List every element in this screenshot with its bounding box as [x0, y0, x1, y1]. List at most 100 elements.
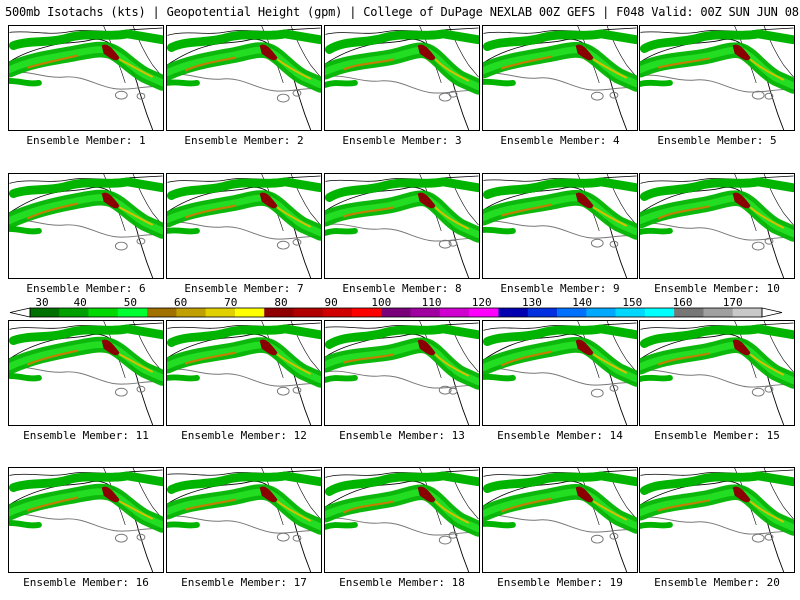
ensemble-member-label: Ensemble Member: 3 [342, 134, 462, 147]
ensemble-member-label: Ensemble Member: 1 [26, 134, 146, 147]
member-map-graphic [9, 468, 163, 572]
ensemble-member-label: Ensemble Member: 11 [23, 429, 149, 442]
member-map-graphic [167, 174, 321, 278]
member-map-graphic [167, 468, 321, 572]
colorbar-swatch [117, 308, 148, 317]
ensemble-member-label: Ensemble Member: 16 [23, 576, 149, 589]
ensemble-member-map[interactable] [324, 25, 480, 131]
colorbar-tick-label: 80 [274, 296, 287, 309]
ensemble-member-label: Ensemble Member: 5 [657, 134, 777, 147]
colorbar-swatch [644, 308, 675, 317]
ensemble-member-label: Ensemble Member: 8 [342, 282, 462, 295]
ensemble-member-map[interactable] [639, 320, 795, 426]
ensemble-member-map[interactable] [639, 173, 795, 279]
isotach-colorbar: 30 40 50 60 70 80 90 100 110 120 130 140 150 160 170 [6, 296, 790, 318]
colorbar-swatch [234, 308, 265, 317]
ensemble-member-map[interactable] [8, 25, 164, 131]
map-title: 500mb Isotachs (kts) | Geopotential Heig… [5, 5, 800, 19]
ensemble-member-label: Ensemble Member: 18 [339, 576, 465, 589]
ensemble-member-map[interactable] [639, 467, 795, 573]
ensemble-member-label: Ensemble Member: 17 [181, 576, 307, 589]
colorbar-frame [29, 307, 763, 318]
member-map-graphic [325, 468, 479, 572]
colorbar-swatch [732, 308, 763, 317]
colorbar-swatch [59, 308, 89, 317]
member-map-graphic [325, 26, 479, 130]
ensemble-member-label: Ensemble Member: 2 [184, 134, 304, 147]
colorbar-swatch [410, 308, 441, 317]
ensemble-member-label: Ensemble Member: 13 [339, 429, 465, 442]
colorbar-tick-label: 90 [325, 296, 338, 309]
colorbar-swatch [352, 308, 382, 317]
colorbar-swatch [293, 308, 324, 317]
colorbar-swatch [557, 308, 587, 317]
ensemble-member-label: Ensemble Member: 10 [654, 282, 780, 295]
ensemble-member-label: Ensemble Member: 19 [497, 576, 623, 589]
colorbar-swatch [30, 308, 60, 317]
ensemble-member-map[interactable] [8, 467, 164, 573]
ensemble-member-label: Ensemble Member: 6 [26, 282, 146, 295]
ensemble-member-label: Ensemble Member: 7 [184, 282, 304, 295]
ensemble-member-map[interactable] [324, 173, 480, 279]
colorbar-swatch [322, 308, 353, 317]
member-map-graphic [167, 26, 321, 130]
ensemble-member-map[interactable] [482, 173, 638, 279]
ensemble-member-map[interactable] [8, 173, 164, 279]
colorbar-swatch [586, 308, 616, 317]
colorbar-swatch [469, 308, 499, 317]
colorbar-tick-label: 110 [422, 296, 442, 309]
ensemble-member-map[interactable] [166, 25, 322, 131]
ensemble-member-label: Ensemble Member: 20 [654, 576, 780, 589]
colorbar-swatch [615, 308, 646, 317]
colorbar-swatch [205, 308, 236, 317]
member-map-graphic [483, 26, 637, 130]
ensemble-member-map[interactable] [482, 25, 638, 131]
colorbar-tick-label: 30 [35, 296, 48, 309]
colorbar-swatch [527, 308, 558, 317]
colorbar-tick-label: 60 [174, 296, 187, 309]
ensemble-member-map[interactable] [166, 320, 322, 426]
ensemble-member-map[interactable] [166, 173, 322, 279]
member-map-graphic [325, 321, 479, 425]
ensemble-member-map[interactable] [166, 467, 322, 573]
member-map-graphic [167, 321, 321, 425]
ensemble-member-label: Ensemble Member: 4 [500, 134, 620, 147]
member-map-graphic [483, 321, 637, 425]
colorbar-tick-label: 100 [371, 296, 391, 309]
colorbar-swatch [88, 308, 119, 317]
colorbar-swatch [674, 308, 704, 317]
colorbar-swatch [264, 308, 294, 317]
colorbar-tick-label: 70 [224, 296, 237, 309]
colorbar-swatch [703, 308, 734, 317]
ensemble-member-label: Ensemble Member: 9 [500, 282, 620, 295]
colorbar-swatch [147, 308, 177, 317]
colorbar-tick-label: 120 [472, 296, 492, 309]
ensemble-member-map[interactable] [324, 320, 480, 426]
colorbar-right-arrow [761, 307, 783, 318]
ensemble-member-label: Ensemble Member: 12 [181, 429, 307, 442]
member-map-graphic [640, 26, 794, 130]
member-map-graphic [640, 468, 794, 572]
colorbar-tick-label: 140 [572, 296, 592, 309]
member-map-graphic [483, 174, 637, 278]
ensemble-member-map[interactable] [639, 25, 795, 131]
member-map-graphic [325, 174, 479, 278]
member-map-graphic [640, 321, 794, 425]
colorbar-swatch [381, 308, 411, 317]
colorbar-swatch [176, 308, 206, 317]
colorbar-tick-label: 170 [723, 296, 743, 309]
ensemble-member-map[interactable] [324, 467, 480, 573]
member-map-graphic [9, 26, 163, 130]
member-map-graphic [9, 174, 163, 278]
colorbar-tick-label: 160 [673, 296, 693, 309]
colorbar-tick-label: 50 [124, 296, 137, 309]
member-map-graphic [9, 321, 163, 425]
member-map-graphic [640, 174, 794, 278]
ensemble-member-label: Ensemble Member: 15 [654, 429, 780, 442]
colorbar-swatch [439, 308, 470, 317]
ensemble-member-map[interactable] [482, 320, 638, 426]
ensemble-member-map[interactable] [482, 467, 638, 573]
ensemble-member-map[interactable] [8, 320, 164, 426]
colorbar-tick-label: 130 [522, 296, 542, 309]
colorbar-swatch [498, 308, 529, 317]
